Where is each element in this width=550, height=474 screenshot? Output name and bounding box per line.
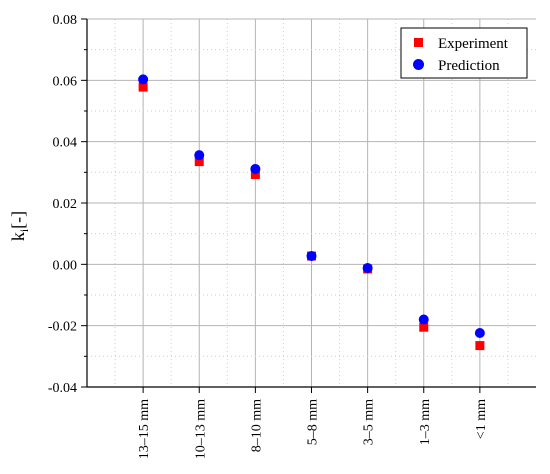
x-tick-label: <1 mm bbox=[474, 399, 489, 439]
x-tick-label: 10–13 mm bbox=[193, 399, 208, 459]
prediction-point bbox=[306, 251, 317, 262]
axes: 0.08 0.06 0.04 0.02 0.00 -0.02 -0.04 13–15 mm 10… bbox=[48, 13, 536, 459]
y-tick-label: 0.00 bbox=[53, 258, 78, 273]
experiment-point bbox=[419, 322, 429, 332]
experiment-point bbox=[138, 82, 148, 92]
y-tick-label: 0.04 bbox=[53, 136, 78, 151]
y-tick-label: -0.02 bbox=[48, 320, 77, 335]
x-tick-label: 8–10 mm bbox=[249, 399, 264, 452]
data-marks bbox=[138, 74, 485, 351]
prediction-point bbox=[362, 263, 373, 274]
y-tick-label: -0.04 bbox=[48, 381, 77, 396]
y-tick-label: 0.08 bbox=[53, 13, 78, 28]
experiment-point bbox=[194, 157, 204, 167]
prediction-point bbox=[418, 314, 429, 325]
legend-box bbox=[400, 27, 528, 79]
legend-experiment-label: Experiment bbox=[438, 36, 509, 52]
legend-experiment-marker bbox=[414, 38, 423, 47]
prediction-point bbox=[474, 328, 485, 339]
legend-prediction-label: Prediction bbox=[438, 58, 500, 74]
experiment-point bbox=[475, 341, 485, 351]
experiment-point bbox=[250, 169, 260, 179]
legend-prediction-marker bbox=[413, 59, 424, 70]
x-tick-label: 5–8 mm bbox=[306, 399, 321, 445]
y-tick-label: 0.02 bbox=[53, 197, 78, 212]
y-axis-title: ki[-] bbox=[8, 211, 31, 241]
prediction-point bbox=[194, 150, 205, 161]
prediction-point bbox=[250, 163, 261, 174]
legend: Experiment Prediction bbox=[400, 27, 528, 79]
x-tick-label: 13–15 mm bbox=[137, 399, 152, 459]
grid bbox=[87, 18, 536, 388]
x-tick-label: 3–5 mm bbox=[362, 399, 377, 445]
x-tick-label: 1–3 mm bbox=[418, 399, 433, 445]
prediction-point bbox=[138, 74, 149, 85]
y-tick-label: 0.06 bbox=[53, 74, 78, 89]
